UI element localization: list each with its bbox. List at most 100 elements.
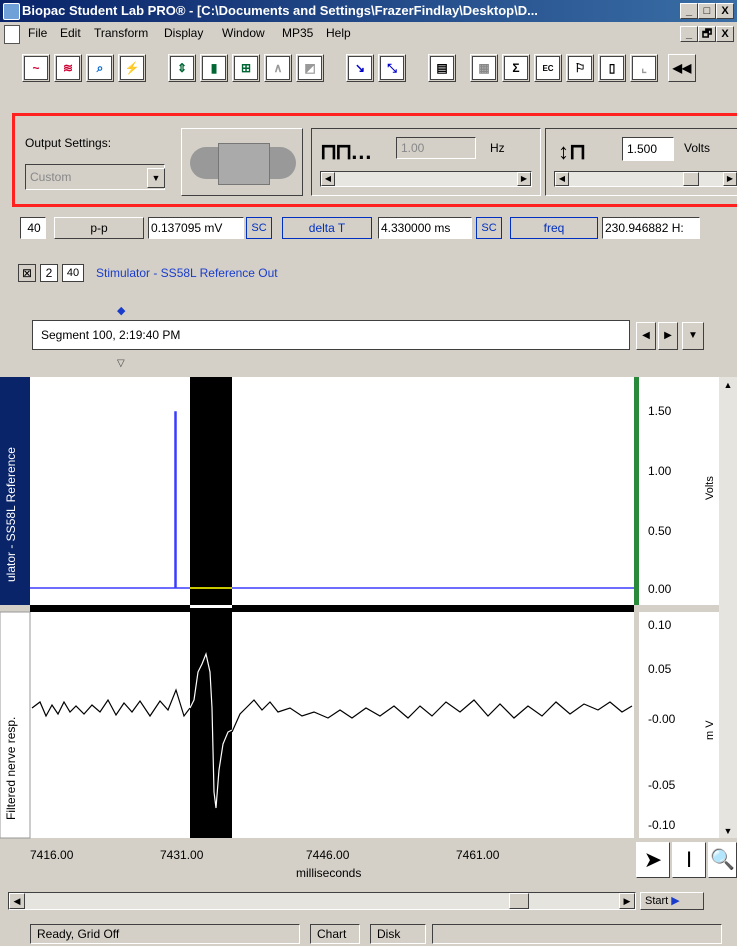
x-axis: 7416.00 7431.00 7446.00 7461.00 millisec… — [0, 840, 737, 890]
segment-menu-button[interactable]: ▼ — [682, 322, 704, 350]
nerve-trace-after — [231, 699, 633, 733]
reference-trace — [30, 411, 190, 589]
menu-mp35[interactable]: MP35 — [282, 26, 314, 40]
chevron-down-icon[interactable]: ▼ — [147, 168, 165, 188]
segment-marker-icon[interactable]: ◆ — [117, 305, 126, 317]
start-button[interactable]: Start ▶ — [640, 892, 704, 910]
reference-plot-panel — [30, 377, 634, 605]
measure-type-freq[interactable]: freq — [510, 217, 598, 239]
status-bar: Ready, Grid Off Chart Disk — [0, 922, 737, 946]
sigma-icon[interactable]: Σ — [502, 54, 530, 82]
chart-area[interactable]: ▲ ▼ ulator - SS58L Reference Filtered ne… — [0, 372, 737, 840]
prev-segment-button[interactable]: ◀ — [636, 322, 656, 350]
nerve-ytick-0: 0.10 — [648, 618, 672, 632]
voltage-unit: Volts — [684, 141, 711, 155]
measure-value-freq: 230.946882 H: — [602, 217, 700, 239]
marker-icon[interactable]: ⤡ — [378, 54, 406, 82]
play-icon: ▶ — [671, 895, 680, 907]
nerve-ytick-2: -0.00 — [648, 712, 676, 726]
nerve-unit-label: m V — [704, 720, 716, 740]
arrow-cursor-icon[interactable]: ➤ — [636, 842, 670, 878]
selection-region-bottom — [190, 612, 232, 838]
preset-select[interactable]: Custom — [25, 164, 165, 190]
compare-icon[interactable]: ◩ — [296, 54, 324, 82]
nerve-axis-label: Filtered nerve resp. — [4, 716, 18, 820]
chart-svg: ▲ ▼ — [0, 372, 737, 840]
ec-icon[interactable]: EC — [534, 54, 562, 82]
stimulator-device-icon — [181, 128, 303, 196]
doc-minimize-button[interactable]: _ — [680, 26, 698, 42]
ref-ytick-1: 1.00 — [648, 464, 672, 478]
ref-ytick-3: 0.00 — [648, 582, 672, 596]
waveform-icon[interactable]: ⚡ — [118, 54, 146, 82]
doc-icon[interactable]: ▯ — [598, 54, 626, 82]
ref-ytick-0: 1.50 — [648, 404, 672, 418]
measure-channel[interactable]: 40 — [20, 217, 46, 239]
nerve-trace-selected — [189, 651, 233, 809]
segment-label: Segment 100, 2:19:40 PM — [41, 328, 181, 342]
measure-type-pp[interactable]: p-p — [54, 217, 144, 239]
toolbar: ~ ≋ ⌕ ⚡ ⇕ ▮ ⊞ ∧ ◩ ↘ ⤡ ▤ ▦ Σ EC ⚐ ▯ ⌞ ◀◀ — [0, 48, 737, 100]
pulse-train-icon: ⊓⊓… — [320, 139, 372, 164]
status-chart[interactable]: Chart — [310, 924, 360, 944]
doc-restore-button[interactable]: 🗗 — [698, 26, 716, 42]
overlap-icon[interactable]: ≋ — [54, 54, 82, 82]
menu-bar: File Edit Transform Display Window MP35 … — [0, 22, 737, 46]
menu-transform[interactable]: Transform — [94, 26, 149, 40]
graph-icon[interactable]: ⌞ — [630, 54, 658, 82]
sc-button-1[interactable]: SC — [246, 217, 272, 239]
horizontal-scrollbar[interactable]: ◀ ▶ — [8, 892, 636, 910]
rewind-icon[interactable]: ◀◀ — [668, 54, 696, 82]
nerve-ytick-4: -0.10 — [648, 818, 676, 832]
scale-icon[interactable]: ⇕ — [168, 54, 196, 82]
channel-toggle-icon[interactable]: ⊠ — [18, 264, 36, 282]
frequency-input[interactable]: 1.00 — [396, 137, 476, 159]
time-marker-icon[interactable]: ▽ — [117, 358, 125, 369]
flag-icon[interactable]: ⚐ — [566, 54, 594, 82]
channel-2-box[interactable]: 2 — [40, 264, 58, 282]
nerve-trace — [31, 688, 191, 718]
window-title: Biopac Student Lab PRO® - [C:\Documents … — [22, 3, 538, 18]
document-icon[interactable] — [4, 25, 20, 44]
grid-icon[interactable]: ⊞ — [232, 54, 260, 82]
title-bar: Biopac Student Lab PRO® - [C:\Documents … — [0, 0, 737, 22]
zoom-icon[interactable]: ⌕ — [86, 54, 114, 82]
x-axis-label: milliseconds — [296, 866, 362, 880]
menu-window[interactable]: Window — [222, 26, 265, 40]
voltage-slider[interactable]: ◀ ▶ — [554, 171, 737, 187]
sc-button-2[interactable]: SC — [476, 217, 502, 239]
ref-unit-label: Volts — [704, 476, 716, 500]
pulse-amplitude-icon: ↕⊓ — [558, 139, 587, 164]
bars-icon[interactable]: ▮ — [200, 54, 228, 82]
crosshair-icon[interactable]: ↘ — [346, 54, 374, 82]
menu-edit[interactable]: Edit — [60, 26, 81, 40]
frequency-slider[interactable]: ◀ ▶ — [320, 171, 532, 187]
menu-file[interactable]: File — [28, 26, 48, 40]
frequency-control: ⊓⊓… 1.00 Hz ◀ ▶ — [311, 128, 541, 196]
grid2-icon[interactable]: ▦ — [470, 54, 498, 82]
autoscale-icon[interactable]: ∧ — [264, 54, 292, 82]
chart-mode-icon[interactable]: ~ — [22, 54, 50, 82]
reference-channel-label-bg — [0, 377, 30, 605]
app-icon — [3, 3, 20, 20]
menu-display[interactable]: Display — [164, 26, 204, 40]
output-settings-panel: Output Settings: Custom ▼ ⊓⊓… 1.00 Hz ◀ … — [12, 113, 737, 207]
nerve-ytick-1: 0.05 — [648, 662, 672, 676]
channel-label: Stimulator - SS58L Reference Out — [96, 266, 278, 280]
status-disk[interactable]: Disk — [370, 924, 426, 944]
status-text: Ready, Grid Off — [30, 924, 300, 944]
ref-ytick-2: 0.50 — [648, 524, 672, 538]
channel-40-box[interactable]: 40 — [62, 264, 84, 282]
next-segment-button[interactable]: ▶ — [658, 322, 678, 350]
voltage-input[interactable]: 1.500 — [622, 137, 674, 161]
measure-type-delta-t[interactable]: delta T — [282, 217, 372, 239]
maximize-button[interactable]: □ — [698, 3, 716, 19]
menu-help[interactable]: Help — [326, 26, 351, 40]
ibeam-cursor-icon[interactable]: I — [672, 842, 706, 878]
doc-close-button[interactable]: X — [716, 26, 734, 42]
close-button[interactable]: X — [716, 3, 734, 19]
zoom-cursor-icon[interactable]: 🔍 — [708, 842, 737, 878]
journal-icon[interactable]: ▤ — [428, 54, 456, 82]
minimize-button[interactable]: _ — [680, 3, 698, 19]
segment-field[interactable]: Segment 100, 2:19:40 PM — [32, 320, 630, 350]
